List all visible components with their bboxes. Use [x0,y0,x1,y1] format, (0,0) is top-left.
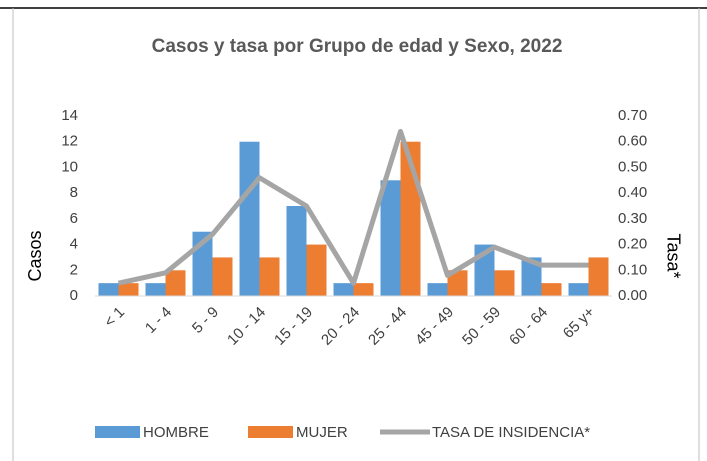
bar [306,244,327,296]
y2-tick-label: 0.40 [618,184,647,201]
x-tick-label: 10 - 14 [224,304,269,349]
bar [145,283,166,296]
x-tick-label: 20 - 24 [318,304,363,349]
y2-tick-label: 0.60 [618,133,647,150]
y-tick-label: 4 [70,236,78,253]
bar [98,283,119,296]
chart-title: Casos y tasa por Grupo de edad y Sexo, 2… [152,36,563,57]
y2-tick-label: 0.20 [618,236,647,253]
y-tick-label: 6 [70,210,78,227]
bar [521,257,542,296]
y-tick-label: 8 [70,184,78,201]
bar [212,257,233,296]
legend-label: TASA DE INSIDENCIA* [432,424,590,441]
bar [118,283,139,296]
y-axis-title: Casos [25,230,45,281]
bar [353,283,374,296]
legend-label: HOMBRE [143,424,209,441]
x-tick-label: 45 - 49 [412,304,457,349]
bar [286,206,307,296]
y2-tick-label: 0.70 [618,107,647,124]
x-tick-label: 50 - 59 [459,304,504,349]
x-tick-label: 65 y+ [560,303,598,341]
bar [239,141,260,296]
y-tick-label: 12 [61,133,78,150]
y-tick-label: 14 [61,107,78,124]
y-tick-label: 2 [70,261,78,278]
x-tick-label: 5 - 9 [189,304,222,337]
y2-tick-label: 0.10 [618,261,647,278]
x-tick-label: 25 - 44 [365,304,410,349]
bar [588,257,609,296]
bar [427,283,448,296]
legend-swatch [248,426,293,438]
rate-line [117,128,589,286]
x-tick-label: 15 - 19 [271,304,316,349]
y2-tick-label: 0.50 [618,158,647,175]
legend-label: MUJER [296,424,348,441]
x-tick-label: 1 - 4 [142,304,175,337]
y2-tick-label: 0.00 [618,287,647,304]
y-tick-label: 10 [61,158,78,175]
bar [541,283,562,296]
y-tick-label: 0 [70,287,78,304]
x-tick-label: 60 - 64 [506,304,551,349]
bar [165,270,186,296]
y2-axis-title: Tasa* [663,233,683,278]
bar [380,180,401,296]
bar [447,270,468,296]
legend-swatch [95,426,140,438]
bar [494,270,515,296]
bar [568,283,589,296]
bar [333,283,354,296]
y2-tick-label: 0.30 [618,210,647,227]
bar [259,257,280,296]
x-tick-label: < 1 [101,304,128,331]
